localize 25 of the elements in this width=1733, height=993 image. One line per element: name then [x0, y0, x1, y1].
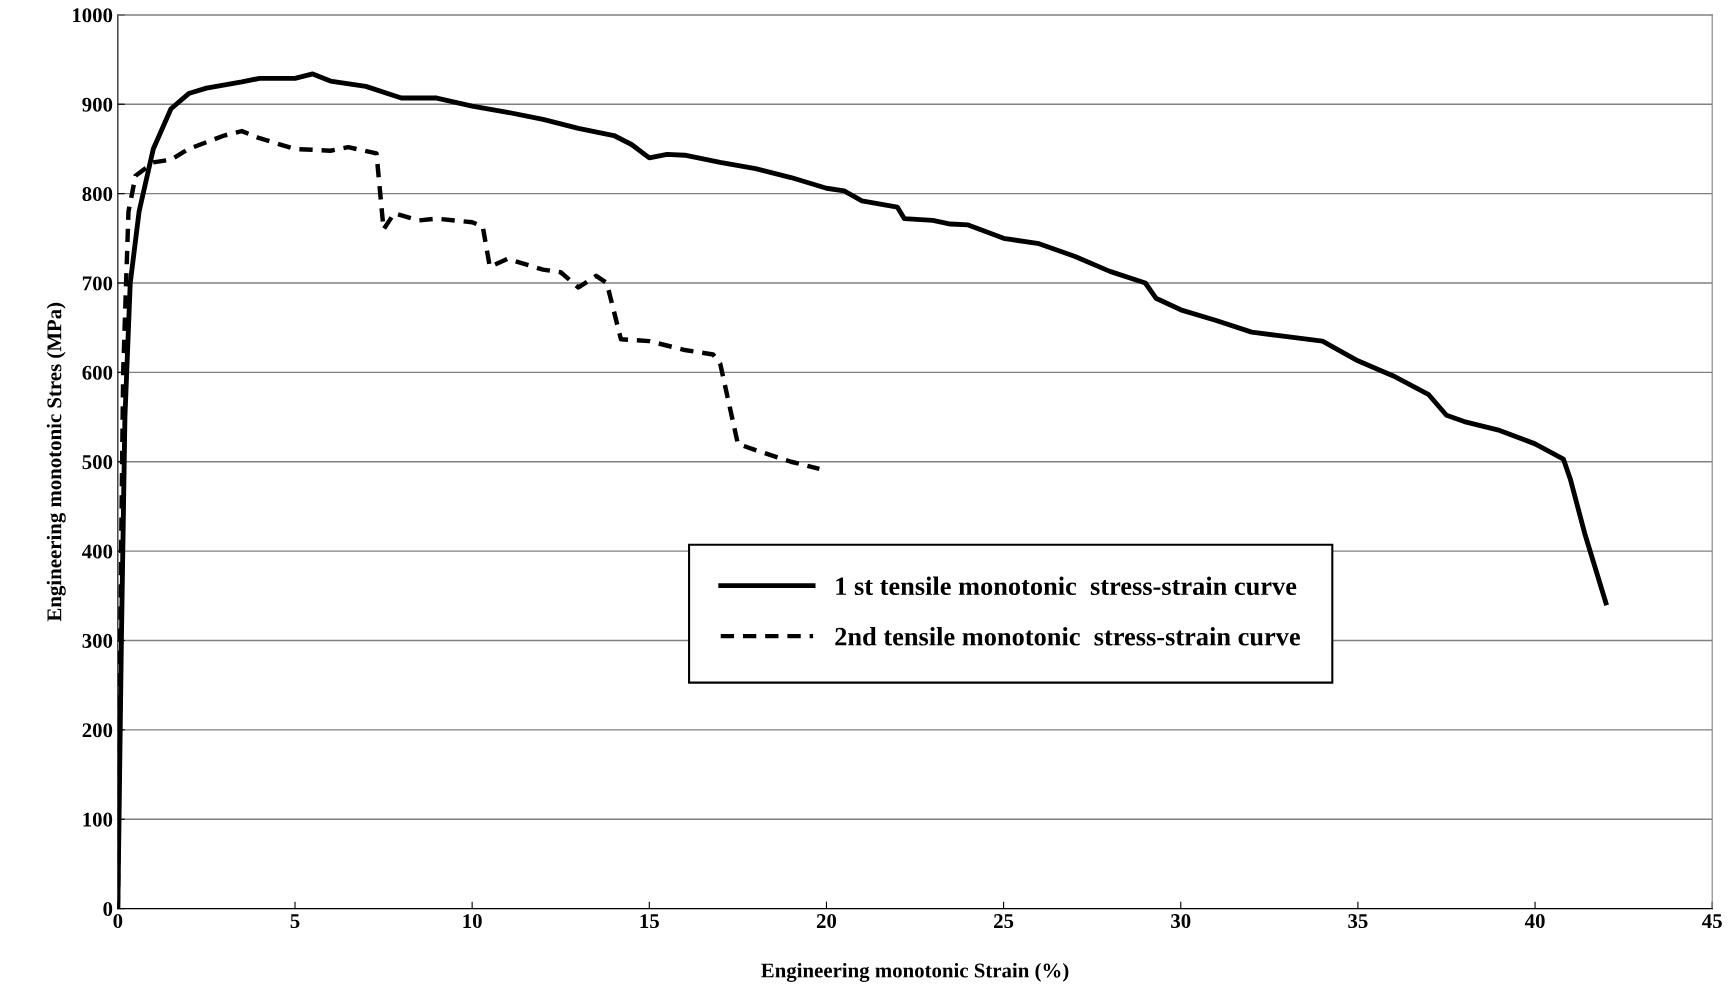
y-tick-label: 400 [82, 544, 113, 559]
y-tick-label: 700 [82, 276, 113, 291]
y-tick-label: 1000 [72, 8, 113, 23]
x-tick-label: 5 [290, 914, 300, 929]
x-tick-label: 15 [640, 914, 659, 929]
x-tick-label: 10 [463, 914, 482, 929]
y-tick-label: 500 [82, 455, 113, 470]
x-tick-label: 30 [1171, 914, 1191, 929]
x-tick-label: 35 [1348, 914, 1368, 929]
x-tick-label: 45 [1702, 914, 1722, 929]
x-tick-label: 25 [994, 914, 1014, 929]
y-tick-label: 100 [83, 812, 113, 827]
x-tick-label: 40 [1524, 914, 1545, 929]
y-tick-label: 900 [82, 97, 113, 112]
x-tick-label: 0 [113, 914, 123, 929]
legend-label: 1 st tensile monotonic stress-strain curve [836, 576, 1297, 596]
y-tick-label: 600 [82, 365, 113, 380]
y-axis-title: Engineering monotonic Stres (MPa) [46, 302, 66, 622]
x-tick-label: 20 [816, 914, 837, 929]
legend-label: 2nd tensile monotonic stress-strain curve [835, 627, 1300, 646]
x-axis-title: Engineering monotonic Strain (%) [761, 962, 1069, 982]
y-tick-label: 200 [82, 723, 113, 738]
y-tick-label: 800 [82, 187, 113, 202]
y-tick-label: 0 [103, 901, 113, 917]
y-tick-label: 300 [82, 633, 113, 648]
